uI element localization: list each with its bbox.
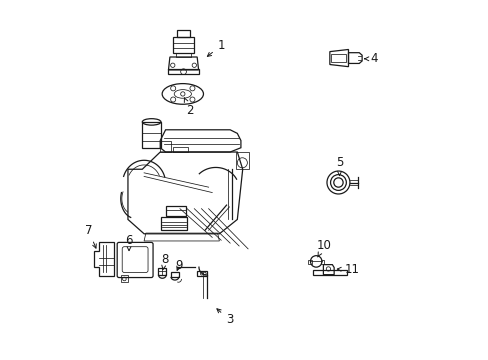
Bar xyxy=(158,268,166,275)
Bar xyxy=(173,147,187,152)
Bar xyxy=(175,53,191,57)
Text: 4: 4 xyxy=(364,52,377,65)
Text: 5: 5 xyxy=(335,156,343,175)
Text: 8: 8 xyxy=(161,253,168,269)
Bar xyxy=(142,122,161,148)
Bar xyxy=(308,260,311,264)
Bar xyxy=(320,260,324,264)
Bar xyxy=(177,30,190,37)
Bar xyxy=(235,152,249,169)
Text: 7: 7 xyxy=(84,224,96,248)
Bar xyxy=(166,206,185,216)
Bar xyxy=(167,69,199,74)
Bar xyxy=(161,217,187,230)
Text: 11: 11 xyxy=(337,263,359,276)
Text: 3: 3 xyxy=(217,309,233,327)
Text: 10: 10 xyxy=(316,239,331,257)
Text: 2: 2 xyxy=(184,98,193,117)
Bar xyxy=(330,54,346,62)
Text: 1: 1 xyxy=(207,39,224,57)
Bar xyxy=(172,37,194,53)
Bar xyxy=(196,271,206,276)
Bar xyxy=(312,270,346,275)
Bar xyxy=(160,141,171,152)
Text: 6: 6 xyxy=(125,234,133,251)
Bar xyxy=(121,275,128,282)
Text: 9: 9 xyxy=(175,259,183,272)
Bar xyxy=(171,272,178,277)
